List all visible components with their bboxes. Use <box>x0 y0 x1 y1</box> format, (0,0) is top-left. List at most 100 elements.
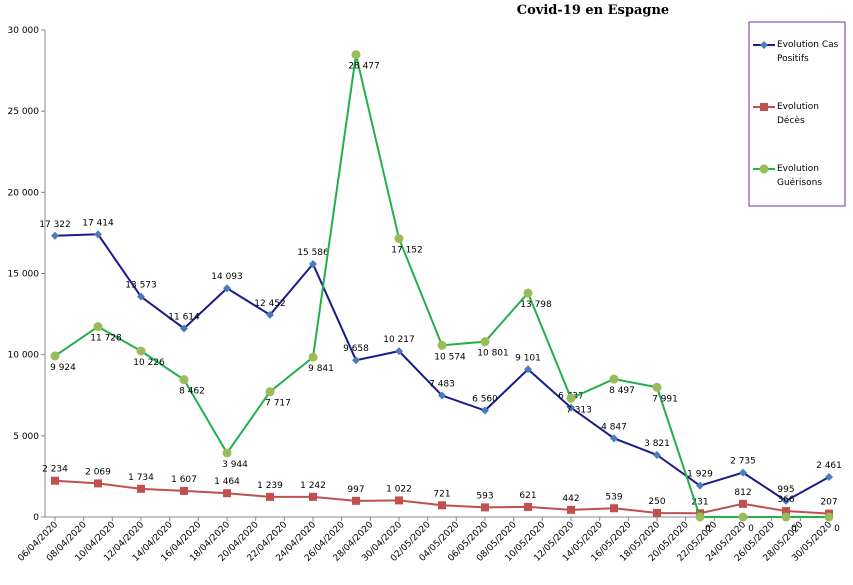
data-label: 0 <box>705 524 711 534</box>
data-label: 7 483 <box>429 380 455 390</box>
data-label: 17 414 <box>82 218 114 228</box>
point <box>438 391 446 400</box>
point <box>352 356 360 365</box>
point <box>480 337 490 347</box>
point <box>610 504 618 513</box>
point <box>136 346 146 356</box>
point <box>309 492 317 501</box>
data-label: 13 798 <box>520 300 552 310</box>
data-label: 621 <box>519 491 536 501</box>
point <box>438 501 446 510</box>
point <box>653 508 661 517</box>
point <box>524 502 532 511</box>
data-label: 4 847 <box>601 422 627 432</box>
data-label: 1 734 <box>128 473 154 483</box>
point <box>567 505 575 514</box>
point <box>352 496 360 505</box>
y-tick-label: 25 000 <box>8 107 40 117</box>
point <box>610 434 618 443</box>
data-label: 12 452 <box>254 299 286 309</box>
legend-entry: Evolution Guérisons <box>777 164 822 188</box>
data-label: 13 573 <box>125 281 157 291</box>
point <box>739 468 747 477</box>
data-label: 593 <box>476 491 493 501</box>
point <box>50 351 60 361</box>
series-line <box>54 233 830 503</box>
series-line <box>54 54 829 518</box>
data-label: 2 234 <box>42 465 68 475</box>
point <box>523 288 533 298</box>
y-tick-label: 20 000 <box>8 188 40 198</box>
point <box>825 473 833 482</box>
data-label: 721 <box>433 489 450 499</box>
point <box>308 352 318 362</box>
data-label: 3 821 <box>644 439 670 449</box>
y-tick-label: 15 000 <box>8 270 40 280</box>
data-label: 1 022 <box>386 484 412 494</box>
data-label: 8 462 <box>179 387 205 397</box>
point <box>566 393 576 403</box>
data-label: 11 728 <box>90 334 122 344</box>
legend-marker <box>760 41 768 49</box>
data-label: 812 <box>734 488 751 498</box>
point <box>437 340 447 350</box>
y-tick-label: 10 000 <box>8 351 40 361</box>
data-label: 7 313 <box>566 405 592 415</box>
point <box>824 512 834 522</box>
point <box>782 496 790 505</box>
point <box>309 259 317 268</box>
data-label: 11 614 <box>168 312 200 322</box>
point <box>265 387 275 397</box>
legend-label: Evolution Cas Positifs <box>777 40 839 64</box>
data-label: 9 658 <box>343 344 369 354</box>
data-label: 442 <box>562 494 579 504</box>
legend-marker <box>759 164 769 174</box>
point <box>94 479 102 488</box>
y-tick-label: 30 000 <box>8 26 40 36</box>
data-label: 3 944 <box>222 460 248 470</box>
data-label: 10 217 <box>383 335 415 345</box>
point <box>481 503 489 512</box>
point <box>782 507 790 516</box>
data-label: 8 497 <box>609 386 635 396</box>
data-label: 15 586 <box>297 248 329 258</box>
data-label: 0 <box>791 524 797 534</box>
point <box>179 375 189 385</box>
point <box>395 347 403 356</box>
point <box>481 406 489 415</box>
data-label: 6 560 <box>472 395 498 405</box>
point <box>137 292 145 301</box>
data-label: 7 991 <box>652 394 678 404</box>
legend-marker <box>760 103 768 111</box>
data-label: 207 <box>820 498 837 508</box>
data-label: 1 242 <box>300 481 326 491</box>
point <box>93 322 103 332</box>
data-label: 9 101 <box>515 353 541 363</box>
data-label: 10 574 <box>434 352 466 362</box>
data-label: 28 477 <box>348 62 380 72</box>
data-label: 2 735 <box>730 457 756 467</box>
point <box>222 448 232 458</box>
data-label: 366 <box>777 495 794 505</box>
point <box>695 512 705 522</box>
data-label: 9 841 <box>308 364 334 374</box>
point <box>94 230 102 239</box>
point <box>524 365 532 374</box>
data-label: 10 226 <box>133 358 165 368</box>
y-tick-label: 0 <box>33 513 39 523</box>
point <box>223 489 231 498</box>
point <box>738 512 748 522</box>
legend-entry: Evolution Décès <box>777 102 819 126</box>
data-label: 995 <box>777 485 794 495</box>
chart-title: Covid-19 en Espagne <box>517 3 669 18</box>
data-label: 14 093 <box>211 272 243 282</box>
point <box>351 50 361 60</box>
data-label: 1 929 <box>687 470 713 480</box>
legend-entry: Evolution Cas Positifs <box>777 40 839 64</box>
data-label: 1 239 <box>257 481 283 491</box>
point <box>739 499 747 508</box>
data-label: 250 <box>648 497 665 507</box>
data-label: 10 801 <box>477 349 509 359</box>
data-label: 1 607 <box>171 475 197 485</box>
